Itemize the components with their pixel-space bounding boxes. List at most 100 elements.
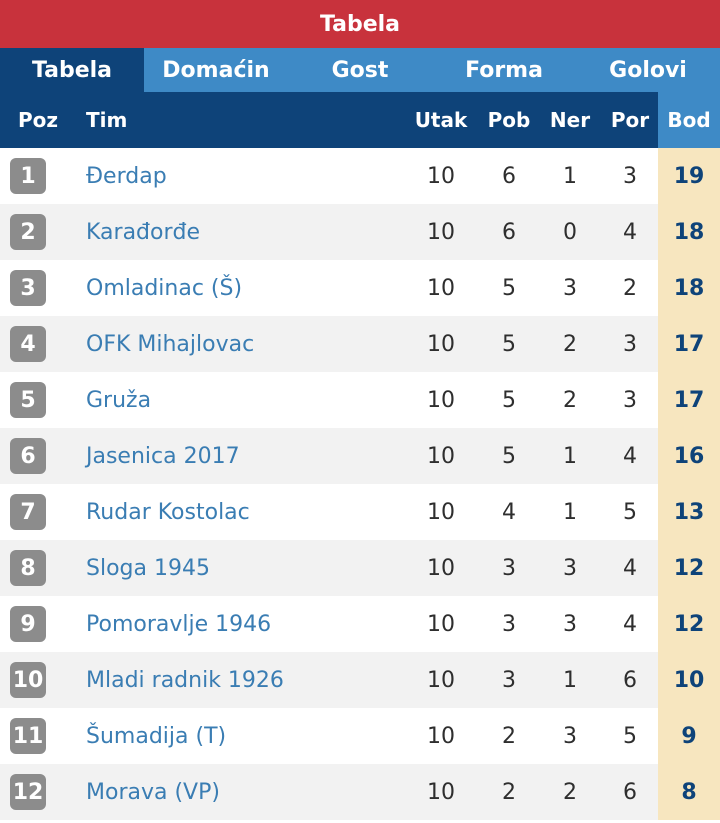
table-row[interactable]: 9 Pomoravlje 1946 10 3 3 4 12 (0, 596, 720, 652)
column-header-poz: Poz (17, 108, 59, 132)
team-link[interactable]: Morava (VP) (86, 779, 220, 805)
matches-cell: 10 (427, 275, 455, 301)
team-cell: Mladi radnik 1926 (76, 652, 402, 708)
team-link[interactable]: Omladinac (Š) (86, 275, 243, 301)
matches-cell: 10 (427, 779, 455, 805)
team-link[interactable]: Jasenica 2017 (86, 443, 240, 469)
position-cell: 11 (0, 708, 76, 764)
wins-cell: 3 (502, 555, 516, 581)
matches-cell: 10 (427, 667, 455, 693)
position-badge: 11 (10, 718, 46, 754)
team-cell: Gruža (76, 372, 402, 428)
team-link[interactable]: Mladi radnik 1926 (86, 667, 284, 693)
points-cell: 17 (658, 316, 720, 372)
team-cell: Đerdap (76, 148, 402, 204)
wins-cell: 2 (502, 779, 516, 805)
matches-cell: 10 (427, 723, 455, 749)
column-header-tim: Tim (86, 108, 128, 132)
points-cell: 9 (658, 708, 720, 764)
wins-cell: 6 (502, 163, 516, 189)
position-badge: 3 (10, 270, 46, 306)
table-row[interactable]: 8 Sloga 1945 10 3 3 4 12 (0, 540, 720, 596)
position-badge: 10 (10, 662, 46, 698)
losses-cell: 4 (623, 219, 637, 245)
tab-bar: Tabela Domaćin Gost Forma Golovi (0, 48, 720, 92)
position-badge: 5 (10, 382, 46, 418)
losses-cell: 4 (623, 611, 637, 637)
table-row[interactable]: 5 Gruža 10 5 2 3 17 (0, 372, 720, 428)
losses-cell: 3 (623, 331, 637, 357)
position-cell: 12 (0, 764, 76, 820)
table-header: Poz Tim Utak Pob Ner Por Bod (0, 92, 720, 148)
tab-gost[interactable]: Gost (331, 57, 389, 83)
draws-cell: 2 (563, 331, 577, 357)
losses-cell: 6 (623, 779, 637, 805)
table-row[interactable]: 11 Šumadija (T) 10 2 3 5 9 (0, 708, 720, 764)
position-cell: 3 (0, 260, 76, 316)
column-header-por: Por (610, 108, 650, 132)
draws-cell: 2 (563, 387, 577, 413)
draws-cell: 0 (563, 219, 577, 245)
position-cell: 4 (0, 316, 76, 372)
team-cell: Jasenica 2017 (76, 428, 402, 484)
table-row[interactable]: 4 OFK Mihajlovac 10 5 2 3 17 (0, 316, 720, 372)
wins-cell: 6 (502, 219, 516, 245)
table-row[interactable]: 10 Mladi radnik 1926 10 3 1 6 10 (0, 652, 720, 708)
table-row[interactable]: 12 Morava (VP) 10 2 2 6 8 (0, 764, 720, 820)
table-row[interactable]: 6 Jasenica 2017 10 5 1 4 16 (0, 428, 720, 484)
position-cell: 6 (0, 428, 76, 484)
team-link[interactable]: OFK Mihajlovac (86, 331, 255, 357)
team-cell: Omladinac (Š) (76, 260, 402, 316)
team-cell: OFK Mihajlovac (76, 316, 402, 372)
draws-cell: 3 (563, 275, 577, 301)
position-badge: 4 (10, 326, 46, 362)
position-badge: 9 (10, 606, 46, 642)
tab-forma[interactable]: Forma (465, 57, 543, 83)
points-cell: 18 (658, 260, 720, 316)
draws-cell: 1 (563, 163, 577, 189)
tab-domacin[interactable]: Domaćin (162, 57, 270, 83)
position-badge: 8 (10, 550, 46, 586)
position-cell: 7 (0, 484, 76, 540)
points-cell: 12 (658, 540, 720, 596)
team-link[interactable]: Rudar Kostolac (86, 499, 250, 525)
table-row[interactable]: 7 Rudar Kostolac 10 4 1 5 13 (0, 484, 720, 540)
losses-cell: 6 (623, 667, 637, 693)
table-row[interactable]: 1 Đerdap 10 6 1 3 19 (0, 148, 720, 204)
draws-cell: 3 (563, 723, 577, 749)
team-link[interactable]: Šumadija (T) (86, 723, 227, 749)
team-link[interactable]: Sloga 1945 (86, 555, 210, 581)
matches-cell: 10 (427, 443, 455, 469)
points-cell: 8 (658, 764, 720, 820)
tab-golovi[interactable]: Golovi (609, 57, 687, 83)
team-cell: Rudar Kostolac (76, 484, 402, 540)
table-row[interactable]: 2 Karađorđe 10 6 0 4 18 (0, 204, 720, 260)
draws-cell: 3 (563, 555, 577, 581)
losses-cell: 5 (623, 723, 637, 749)
column-header-pob: Pob (487, 108, 531, 132)
wins-cell: 5 (502, 275, 516, 301)
tab-tabela[interactable]: Tabela (0, 48, 144, 92)
position-cell: 10 (0, 652, 76, 708)
position-badge: 7 (10, 494, 46, 530)
team-link[interactable]: Đerdap (86, 163, 167, 189)
position-cell: 1 (0, 148, 76, 204)
position-badge: 6 (10, 438, 46, 474)
matches-cell: 10 (427, 163, 455, 189)
position-badge: 12 (10, 774, 46, 810)
team-cell: Šumadija (T) (76, 708, 402, 764)
matches-cell: 10 (427, 611, 455, 637)
position-cell: 5 (0, 372, 76, 428)
matches-cell: 10 (427, 499, 455, 525)
team-link[interactable]: Pomoravlje 1946 (86, 611, 272, 637)
draws-cell: 1 (563, 667, 577, 693)
points-cell: 18 (658, 204, 720, 260)
team-link[interactable]: Karađorđe (86, 219, 201, 245)
wins-cell: 5 (502, 331, 516, 357)
matches-cell: 10 (427, 387, 455, 413)
points-cell: 16 (658, 428, 720, 484)
table-row[interactable]: 3 Omladinac (Š) 10 5 3 2 18 (0, 260, 720, 316)
team-cell: Karađorđe (76, 204, 402, 260)
team-link[interactable]: Gruža (86, 387, 152, 413)
team-cell: Morava (VP) (76, 764, 402, 820)
